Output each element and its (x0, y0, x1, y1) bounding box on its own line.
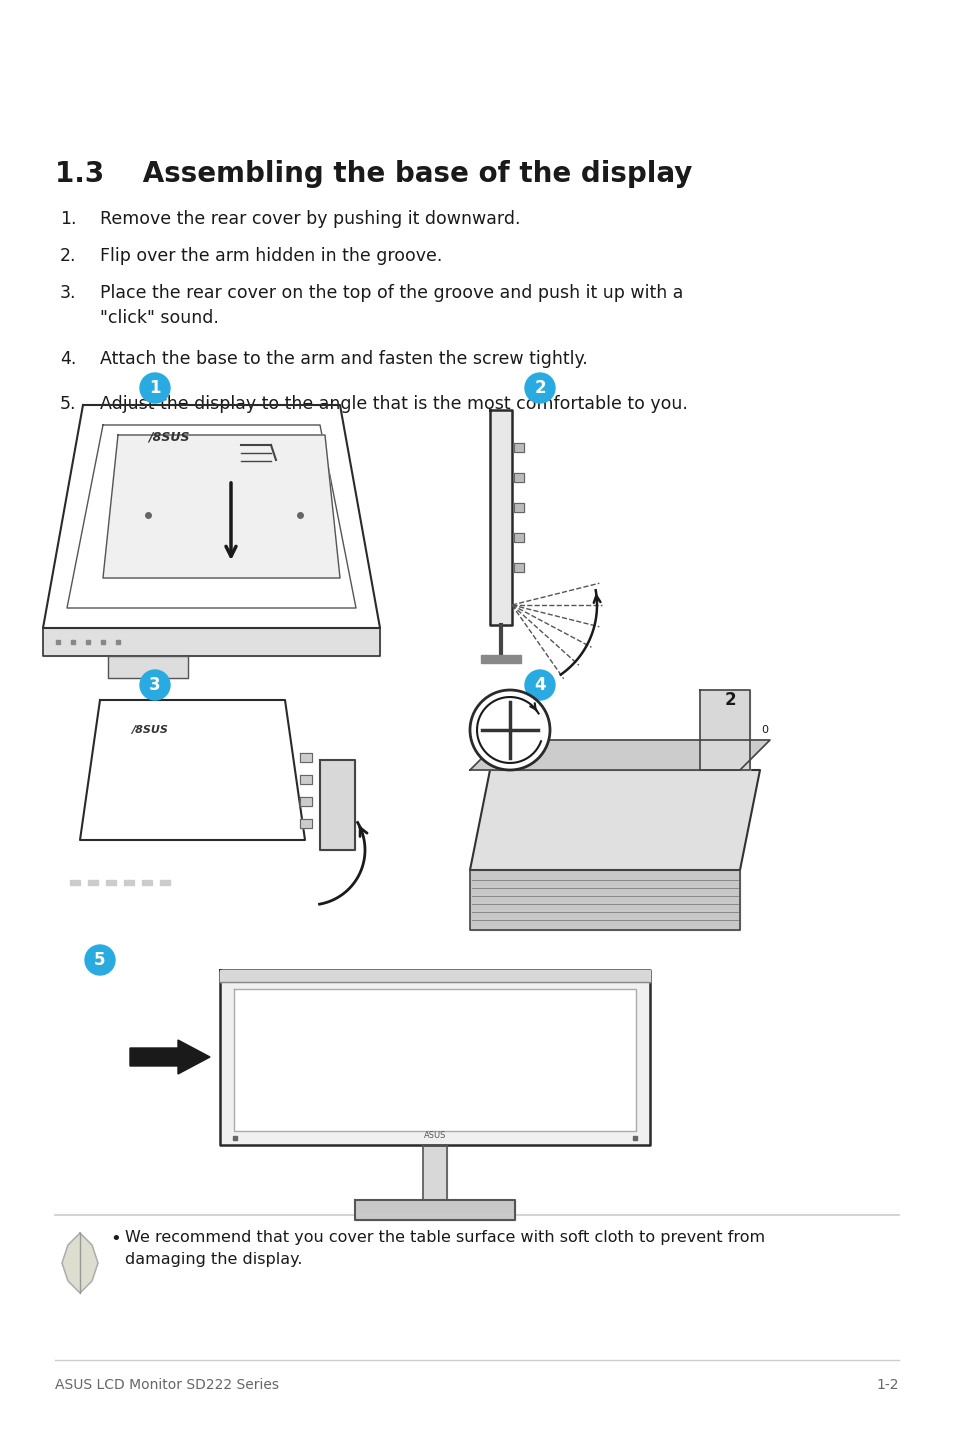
Text: 3.: 3. (60, 283, 76, 302)
Polygon shape (130, 1040, 210, 1074)
Circle shape (140, 372, 170, 403)
Bar (299, 775, 312, 784)
Bar (124, 880, 133, 884)
Text: 2: 2 (534, 380, 545, 397)
Text: 0: 0 (760, 725, 768, 735)
Text: Place the rear cover on the top of the groove and push it up with a
"click" soun: Place the rear cover on the top of the g… (100, 283, 682, 326)
Polygon shape (470, 741, 769, 769)
Polygon shape (43, 406, 379, 628)
Text: 1.3    Assembling the base of the display: 1.3 Assembling the base of the display (55, 160, 692, 188)
Polygon shape (62, 1232, 98, 1293)
Bar (514, 533, 523, 542)
Polygon shape (220, 971, 649, 982)
Text: /8SUS: /8SUS (132, 725, 169, 735)
Text: 1.: 1. (60, 210, 76, 229)
Bar (514, 443, 523, 452)
Circle shape (140, 670, 170, 700)
Polygon shape (233, 989, 636, 1132)
Bar (88, 880, 98, 884)
Text: 5: 5 (94, 951, 106, 969)
Circle shape (524, 372, 555, 403)
Polygon shape (43, 628, 379, 656)
Text: 4.: 4. (60, 349, 76, 368)
Text: Attach the base to the arm and fasten the screw tightly.: Attach the base to the arm and fasten th… (100, 349, 587, 368)
Polygon shape (220, 971, 649, 1145)
Bar (299, 754, 312, 762)
Bar (299, 820, 312, 828)
Text: 2.: 2. (60, 247, 76, 265)
Text: 2: 2 (723, 692, 735, 709)
Bar (514, 564, 523, 572)
Text: Adjust the display to the angle that is the most comfortable to you.: Adjust the display to the angle that is … (100, 395, 687, 413)
Text: 1-2: 1-2 (876, 1378, 898, 1392)
Text: 1: 1 (149, 380, 161, 397)
Text: ASUS: ASUS (423, 1132, 446, 1140)
Text: Flip over the arm hidden in the groove.: Flip over the arm hidden in the groove. (100, 247, 442, 265)
Polygon shape (103, 436, 339, 578)
Bar (514, 473, 523, 482)
Text: 3: 3 (149, 676, 161, 695)
Bar (299, 797, 312, 807)
Bar (514, 503, 523, 512)
Circle shape (470, 690, 550, 769)
Polygon shape (319, 761, 355, 850)
Text: 5.: 5. (60, 395, 76, 413)
Text: /8SUS: /8SUS (148, 430, 190, 443)
Bar (142, 880, 152, 884)
Bar (480, 654, 520, 663)
Polygon shape (355, 1199, 515, 1219)
Polygon shape (470, 769, 760, 870)
Bar (160, 880, 170, 884)
Circle shape (85, 945, 115, 975)
Bar (70, 880, 80, 884)
Bar (106, 880, 116, 884)
Text: Remove the rear cover by pushing it downward.: Remove the rear cover by pushing it down… (100, 210, 520, 229)
Text: •: • (110, 1229, 121, 1248)
Polygon shape (108, 656, 188, 677)
Polygon shape (80, 700, 305, 840)
Text: We recommend that you cover the table surface with soft cloth to prevent from
da: We recommend that you cover the table su… (125, 1229, 764, 1267)
Polygon shape (422, 1145, 447, 1199)
Polygon shape (470, 870, 740, 930)
Polygon shape (490, 410, 512, 626)
Polygon shape (700, 690, 749, 769)
Circle shape (524, 670, 555, 700)
Text: 4: 4 (534, 676, 545, 695)
Text: ASUS LCD Monitor SD222 Series: ASUS LCD Monitor SD222 Series (55, 1378, 278, 1392)
